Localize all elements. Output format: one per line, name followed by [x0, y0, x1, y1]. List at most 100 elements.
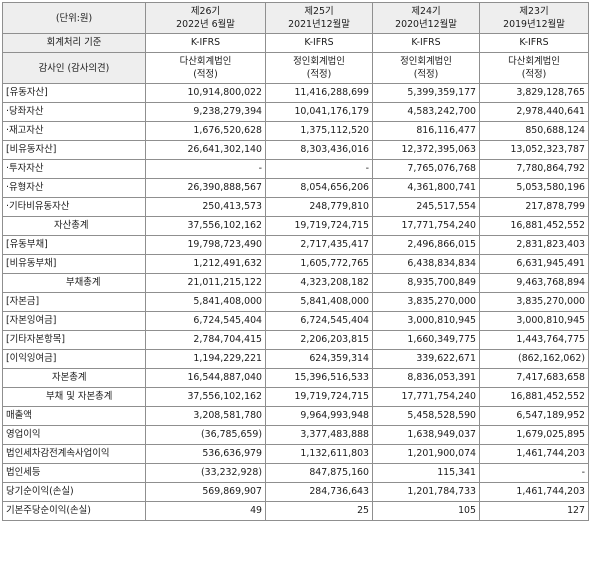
period-term: 제24기	[411, 6, 441, 17]
period-date: 2022년 6월말	[176, 19, 235, 30]
cell-value: 19,719,724,715	[265, 387, 373, 407]
period-term: 제26기	[190, 6, 221, 17]
table-row: ·당좌자산 9,238,279,394 10,041,176,179 4,583,24…	[2, 102, 589, 122]
cell-value: 2,831,823,403	[479, 235, 589, 255]
cell-value: 37,556,102,162	[145, 387, 266, 407]
cell-value: 26,390,888,567	[145, 178, 266, 198]
row-label: 부채 및 자본총계	[2, 387, 146, 407]
row-label: 법인세등	[2, 463, 146, 483]
row-label: 부채총계	[2, 273, 146, 293]
row-label-text: [비유동자산]	[6, 144, 57, 155]
row-label: ·당좌자산	[2, 102, 146, 122]
row-label: 법인세차감전계속사업이익	[2, 444, 146, 464]
cell-value: 3,835,270,000	[372, 292, 480, 312]
cell-value: 16,544,887,040	[145, 368, 266, 388]
row-label-text: 자본총계	[52, 372, 87, 383]
cell-value: 9,964,993,948	[265, 406, 373, 426]
cell-value: 250,413,573	[145, 197, 266, 217]
table-row: 기본주당순이익(손실) 49 25 105 127	[2, 501, 589, 521]
cell-value: 5,458,528,590	[372, 406, 480, 426]
cell-value: 624,359,314	[265, 349, 373, 369]
row-label: 회계처리 기준	[2, 33, 146, 53]
table-row: [유동자산] 10,914,800,022 11,416,288,699 5,399,…	[2, 83, 589, 103]
row-label-text: 매출액	[6, 410, 32, 421]
cell-value: 6,724,545,404	[145, 311, 266, 331]
row-label: 영업이익	[2, 425, 146, 445]
row-label: [유동자산]	[2, 83, 146, 103]
auditor-name: 다산회계법인	[508, 56, 560, 67]
table-row: [이익잉여금] 1,194,229,221 624,359,314 339,622,6…	[2, 349, 589, 369]
cell-value: 16,881,452,552	[479, 216, 589, 236]
cell-value: 850,688,124	[479, 121, 589, 141]
period-term: 제25기	[304, 6, 334, 17]
cell-value: 49	[145, 501, 266, 521]
row-label: [자본금]	[2, 292, 146, 312]
cell-value: 7,765,076,768	[372, 159, 480, 179]
cell-value: 6,438,834,834	[372, 254, 480, 274]
cell-value: 13,052,323,787	[479, 140, 589, 160]
cell-value: 3,377,483,888	[265, 425, 373, 445]
cell-value: 7,780,864,792	[479, 159, 589, 179]
cell-value: 9,463,768,894	[479, 273, 589, 293]
row-label: ·재고자산	[2, 121, 146, 141]
cell-value: 37,556,102,162	[145, 216, 266, 236]
cell-value: 8,935,700,849	[372, 273, 480, 293]
row-label: [기타자본항목]	[2, 330, 146, 350]
cell-value: 4,323,208,182	[265, 273, 373, 293]
row-label: 감사인 (감사의견)	[2, 52, 146, 84]
cell-value: 1,638,949,037	[372, 425, 480, 445]
cell-value: 19,798,723,490	[145, 235, 266, 255]
cell-value: 9,238,279,394	[145, 102, 266, 122]
cell-value: -	[479, 463, 589, 483]
cell-value: 2,496,866,015	[372, 235, 480, 255]
table-row: ·유형자산 26,390,888,567 8,054,656,206 4,361,80…	[2, 178, 589, 198]
table-row: 부채 및 자본총계 37,556,102,162 19,719,724,715 17,…	[2, 387, 589, 407]
table-row: 당기순이익(손실) 569,869,907 284,736,643 1,201,784…	[2, 482, 589, 502]
period-date: 2020년12월말	[395, 19, 457, 30]
auditor-cell: 정인회계법인 (적정)	[265, 52, 373, 84]
row-label: [자본잉여금]	[2, 311, 146, 331]
period-term: 제23기	[519, 6, 549, 17]
cell-value: 217,878,799	[479, 197, 589, 217]
cell-value: 3,208,581,780	[145, 406, 266, 426]
cell-value: 245,517,554	[372, 197, 480, 217]
row-label-text: [기타자본항목]	[6, 334, 66, 345]
period-header: 제25기 2021년12월말	[265, 2, 373, 34]
cell-value: 2,717,435,417	[265, 235, 373, 255]
accounting-standard-row: 회계처리 기준 K-IFRS K-IFRS K-IFRS K-IFRS	[2, 33, 589, 53]
cell-value: 1,605,772,765	[265, 254, 373, 274]
table-row: 자산총계 37,556,102,162 19,719,724,715 17,771,7…	[2, 216, 589, 236]
row-label: 매출액	[2, 406, 146, 426]
table-row: 자본총계 16,544,887,040 15,396,516,533 8,836,05…	[2, 368, 589, 388]
table-row: ·기타비유동자산 250,413,573 248,779,810 245,517,55…	[2, 197, 589, 217]
cell-value: 5,841,408,000	[145, 292, 266, 312]
row-label-text: 부채총계	[66, 277, 101, 288]
cell-value: (33,232,928)	[145, 463, 266, 483]
row-label-text: 기본주당순이익(손실)	[6, 505, 91, 516]
cell-value: 6,547,189,952	[479, 406, 589, 426]
row-label-text: 법인세차감전계속사업이익	[6, 448, 110, 459]
table-row: [기타자본항목] 2,784,704,415 2,206,203,815 1,660,…	[2, 330, 589, 350]
cell-value: 1,375,112,520	[265, 121, 373, 141]
cell-value: 8,303,436,016	[265, 140, 373, 160]
cell-value: 1,461,744,203	[479, 482, 589, 502]
cell-value: -	[145, 159, 266, 179]
auditor-name: 다산회계법인	[179, 56, 232, 67]
cell-value: 1,212,491,632	[145, 254, 266, 274]
cell-value: 3,835,270,000	[479, 292, 589, 312]
period-header: 제23기 2019년12월말	[479, 2, 589, 34]
cell-value: 339,622,671	[372, 349, 480, 369]
data-rows: [유동자산] 10,914,800,022 11,416,288,699 5,399,…	[2, 83, 589, 521]
row-label-text: 당기순이익(손실)	[6, 486, 74, 497]
cell-value: 115,341	[372, 463, 480, 483]
row-label-text: 법인세등	[6, 467, 41, 478]
cell-value: 7,417,683,658	[479, 368, 589, 388]
table-row: 법인세등 (33,232,928) 847,875,160 115,341-	[2, 463, 589, 483]
cell-value: 2,784,704,415	[145, 330, 266, 350]
cell-value: 6,631,945,491	[479, 254, 589, 274]
row-label-text: ·기타비유동자산	[6, 201, 70, 212]
cell-value: 847,875,160	[265, 463, 373, 483]
cell-value: K-IFRS	[145, 33, 266, 53]
table-row: [비유동자산] 26,641,302,140 8,303,436,016 12,372…	[2, 140, 589, 160]
period-header: 제24기 2020년12월말	[372, 2, 480, 34]
